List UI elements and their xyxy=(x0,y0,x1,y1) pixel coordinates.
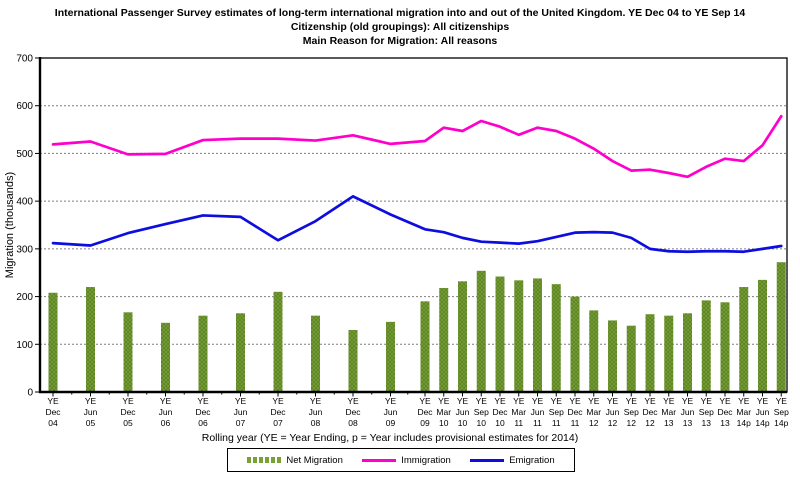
net-migration-bar xyxy=(533,278,542,392)
net-migration-bar xyxy=(720,302,730,392)
x-tick-label: YE Dec 09 xyxy=(417,396,433,428)
y-tick-label: 200 xyxy=(16,292,33,303)
x-tick-label: YE Dec 12 xyxy=(642,396,658,428)
x-tick-label: YE Jun 06 xyxy=(159,396,173,428)
x-tick-label: YE Dec 04 xyxy=(45,396,61,428)
net-migration-bar xyxy=(645,314,655,392)
net-migration-bar xyxy=(476,270,486,392)
y-tick-label: 0 xyxy=(27,388,33,399)
net-migration-bar xyxy=(495,276,505,392)
net-migration-bar xyxy=(608,320,617,392)
net-migration-bar xyxy=(198,315,208,392)
x-tick-label: YE Sep 12 xyxy=(624,396,639,428)
legend-item-emigration: Emigration xyxy=(470,454,555,466)
y-tick-label: 700 xyxy=(16,54,33,65)
emigration-line xyxy=(51,195,783,254)
net-migration-bar xyxy=(758,279,767,392)
legend-item-immigration: Immigration xyxy=(362,455,451,466)
x-tick-label: YE Sep 11 xyxy=(549,396,564,428)
x-tick-label: YE Mar 13 xyxy=(661,396,676,428)
net-migration-bar xyxy=(439,287,449,392)
legend-label-immigration: Immigration xyxy=(401,454,451,466)
x-tick-label: YE Jun 14p xyxy=(755,396,769,428)
net-migration-bar xyxy=(420,301,430,392)
net-migration-bar xyxy=(739,287,749,392)
x-tick-label: YE Mar 14p xyxy=(736,396,751,428)
net-migration-bar xyxy=(458,281,467,392)
x-tick-label: YE Dec 07 xyxy=(270,396,286,428)
net-migration-bar xyxy=(348,329,358,392)
net-migration-bar xyxy=(86,287,95,392)
legend-label-emigration: Emigration xyxy=(509,454,555,466)
y-tick-label: 300 xyxy=(16,244,33,255)
immigration-swatch-icon xyxy=(362,458,397,462)
y-tick-label: 500 xyxy=(16,149,33,160)
net-migration-bar xyxy=(273,291,283,392)
x-tick-label: YE Sep 13 xyxy=(699,396,714,428)
net-migration-bars-layer xyxy=(48,262,786,392)
net-migration-bar xyxy=(570,296,580,392)
legend-box: Net Migration Immigration Emigration xyxy=(227,448,575,472)
net-migration-bar xyxy=(551,284,561,392)
net-migration-swatch-icon xyxy=(247,457,282,463)
x-tick-label: YE Jun 10 xyxy=(456,396,470,428)
chart-title-line-1: International Passenger Survey estimates… xyxy=(54,7,746,19)
net-migration-bar xyxy=(626,325,636,392)
x-tick-label: YE Sep 14p xyxy=(774,396,789,428)
x-axis-caption: Rolling year (YE = Year Ending, p = Year… xyxy=(201,432,579,444)
net-migration-bar xyxy=(236,313,245,392)
chart-title-line-2: Citizenship (old groupings): All citizen… xyxy=(290,21,510,33)
net-migration-bar xyxy=(701,300,711,392)
x-tick-label: YE Dec 11 xyxy=(567,396,583,428)
y-tick-label: 400 xyxy=(16,197,33,208)
x-tick-label: YE Dec 10 xyxy=(492,396,508,428)
x-tick-label: YE Mar 12 xyxy=(586,396,601,428)
net-migration-bar xyxy=(776,262,786,392)
immigration-line xyxy=(51,114,783,179)
chart-title-line-3: Main Reason for Migration: All reasons xyxy=(302,35,498,47)
series-lines-layer xyxy=(51,114,783,254)
x-tick-label: YE Jun 08 xyxy=(309,396,323,428)
x-tick-label: YE Jun 13 xyxy=(681,396,695,428)
net-migration-bar xyxy=(123,312,133,392)
y-tick-label: 600 xyxy=(16,101,33,112)
net-migration-bar xyxy=(161,322,170,392)
x-tick-label: YE Jun 05 xyxy=(84,396,98,428)
x-tick-label: YE Dec 13 xyxy=(717,396,733,428)
net-migration-bar xyxy=(589,310,599,392)
x-tick-label: YE Dec 08 xyxy=(345,396,361,428)
axes-layer xyxy=(35,57,788,397)
chart-title-block: International Passenger Survey estimates… xyxy=(0,6,800,48)
x-tick-label: YE Jun 09 xyxy=(384,396,398,428)
x-tick-label: YE Dec 05 xyxy=(120,396,136,428)
x-tick-label: YE Jun 07 xyxy=(234,396,248,428)
x-tick-label: YE Mar 11 xyxy=(511,396,526,428)
legend-label-net-migration: Net Migration xyxy=(286,454,343,466)
x-tick-label: YE Jun 12 xyxy=(606,396,620,428)
axis-labels-layer: 0 100 200 300 400 500 600 700 YE Dec 04 YE Jun 05 YE De… xyxy=(16,54,789,429)
net-migration-bar xyxy=(664,315,674,392)
x-tick-label: YE Dec 06 xyxy=(195,396,211,428)
x-tick-label: YE Sep 10 xyxy=(474,396,489,428)
x-tick-label: YE Jun 11 xyxy=(531,396,545,428)
emigration-swatch-icon xyxy=(470,458,505,462)
net-migration-bar xyxy=(386,321,395,392)
net-migration-bar xyxy=(48,292,58,392)
x-tick-label: YE Mar 10 xyxy=(436,396,451,428)
net-migration-bar xyxy=(514,280,524,392)
legend-item-net-migration: Net Migration xyxy=(247,455,343,466)
y-tick-label: 100 xyxy=(16,340,33,351)
y-axis-title: Migration (thousands) xyxy=(4,172,16,278)
net-migration-bar xyxy=(311,315,320,392)
net-migration-bar xyxy=(683,313,692,392)
